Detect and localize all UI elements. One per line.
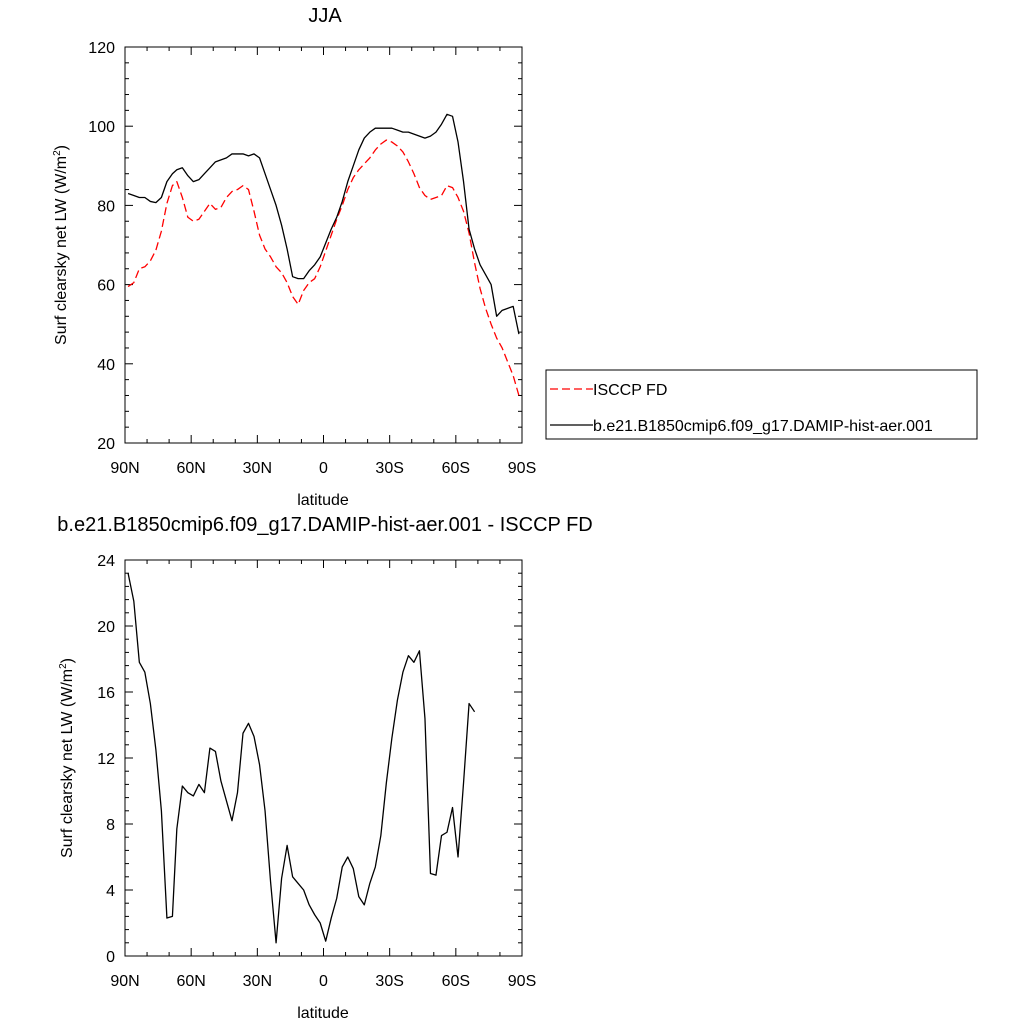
series-line-model bbox=[127, 573, 476, 944]
y-tick-label: 120 bbox=[88, 40, 115, 57]
legend-label-isccp: ISCCP FD bbox=[593, 382, 667, 399]
y-axis-label: Surf clearsky net LW (W/m2) bbox=[52, 145, 70, 345]
difference-chart-title: b.e21.B1850cmip6.f09_g17.DAMIP-hist-aer.… bbox=[57, 514, 592, 536]
chart-title: JJA bbox=[308, 5, 342, 27]
x-tick-label: 30S bbox=[375, 460, 403, 477]
y-tick-label: 24 bbox=[97, 553, 115, 570]
y-tick-label: 20 bbox=[97, 619, 115, 636]
series-line-model bbox=[127, 113, 520, 335]
y-tick-label: 16 bbox=[97, 685, 115, 702]
plot-frame bbox=[124, 46, 523, 444]
x-tick-label: 30N bbox=[243, 973, 272, 990]
x-tick-label: 60S bbox=[442, 973, 470, 990]
legend: ISCCP FD b.e21.B1850cmip6.f09_g17.DAMIP-… bbox=[545, 369, 978, 440]
x-tick-label: 60S bbox=[442, 460, 470, 477]
x-axis: 90N 60N 30N 0 30S 60S 90S bbox=[110, 560, 536, 990]
y-tick-label: 40 bbox=[97, 357, 115, 374]
series-line-isccp bbox=[127, 139, 520, 396]
x-axis-label: latitude bbox=[297, 492, 349, 509]
y-tick-label: 0 bbox=[106, 949, 115, 966]
x-axis-label: latitude bbox=[297, 1005, 349, 1022]
y-tick-label: 4 bbox=[106, 883, 115, 900]
plot-frame bbox=[124, 559, 523, 957]
series-group bbox=[127, 573, 476, 944]
legend-box bbox=[545, 369, 978, 440]
bottom-panel: b.e21.B1850cmip6.f09_g17.DAMIP-hist-aer.… bbox=[57, 514, 592, 1022]
x-tick-label: 60N bbox=[176, 973, 205, 990]
y-tick-label: 8 bbox=[106, 817, 115, 834]
x-axis: 90N 60N 30N 0 30S 60S 90S bbox=[110, 47, 536, 477]
top-panel: JJA 90N 60N 30N 0 30S 60S 90S 20 40 60 80 100 120 l… bbox=[52, 5, 978, 509]
legend-label-model: b.e21.B1850cmip6.f09_g17.DAMIP-hist-aer.… bbox=[593, 418, 933, 435]
y-axis-label: Surf clearsky net LW (W/m2) bbox=[58, 658, 76, 858]
y-tick-label: 80 bbox=[97, 198, 115, 215]
y-tick-label: 20 bbox=[97, 436, 115, 453]
x-tick-label: 30N bbox=[243, 460, 272, 477]
y-axis: 20 40 60 80 100 120 bbox=[88, 40, 522, 453]
y-tick-label: 100 bbox=[88, 119, 115, 136]
x-tick-label: 90S bbox=[508, 460, 536, 477]
y-tick-label: 60 bbox=[97, 278, 115, 295]
y-tick-label: 12 bbox=[97, 751, 115, 768]
x-tick-label: 90N bbox=[110, 973, 139, 990]
series-group bbox=[127, 113, 520, 396]
x-tick-label: 0 bbox=[319, 973, 328, 990]
x-tick-label: 60N bbox=[176, 460, 205, 477]
x-tick-label: 90S bbox=[508, 973, 536, 990]
x-tick-label: 0 bbox=[319, 460, 328, 477]
y-axis: 0 4 8 12 16 20 24 bbox=[97, 553, 522, 966]
x-tick-label: 30S bbox=[375, 973, 403, 990]
x-tick-label: 90N bbox=[110, 460, 139, 477]
